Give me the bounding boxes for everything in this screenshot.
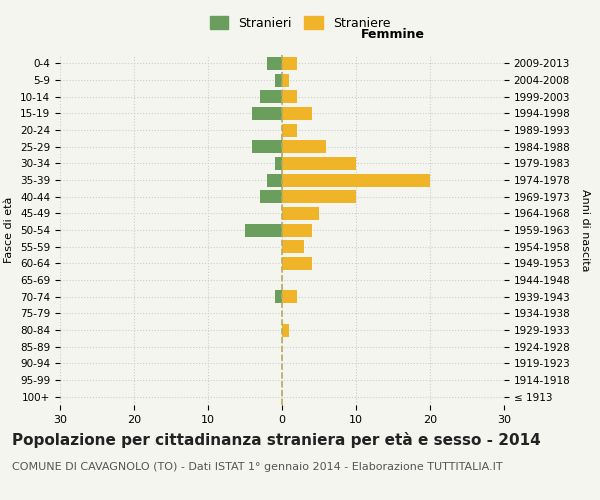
Bar xyxy=(282,140,326,153)
Bar xyxy=(282,124,297,136)
Bar xyxy=(275,74,282,86)
Bar xyxy=(282,207,319,220)
Bar xyxy=(282,90,297,103)
Bar xyxy=(275,290,282,303)
Bar xyxy=(282,190,356,203)
Bar xyxy=(282,74,289,86)
Bar xyxy=(282,324,289,336)
Bar xyxy=(260,90,282,103)
Bar xyxy=(282,257,311,270)
Bar xyxy=(267,174,282,186)
Bar xyxy=(282,157,356,170)
Bar xyxy=(253,107,282,120)
Legend: Stranieri, Straniere: Stranieri, Straniere xyxy=(205,11,395,35)
Bar xyxy=(275,157,282,170)
Bar xyxy=(253,140,282,153)
Bar xyxy=(282,224,311,236)
Y-axis label: Anni di nascita: Anni di nascita xyxy=(580,188,590,271)
Text: Femmine: Femmine xyxy=(361,28,425,41)
Text: Popolazione per cittadinanza straniera per età e sesso - 2014: Popolazione per cittadinanza straniera p… xyxy=(12,432,541,448)
Bar xyxy=(282,57,297,70)
Bar xyxy=(267,57,282,70)
Bar xyxy=(260,190,282,203)
Bar xyxy=(245,224,282,236)
Bar xyxy=(282,107,311,120)
Bar xyxy=(282,240,304,253)
Bar xyxy=(282,174,430,186)
Y-axis label: Fasce di età: Fasce di età xyxy=(4,197,14,263)
Bar xyxy=(282,290,297,303)
Text: COMUNE DI CAVAGNOLO (TO) - Dati ISTAT 1° gennaio 2014 - Elaborazione TUTTITALIA.: COMUNE DI CAVAGNOLO (TO) - Dati ISTAT 1°… xyxy=(12,462,503,472)
